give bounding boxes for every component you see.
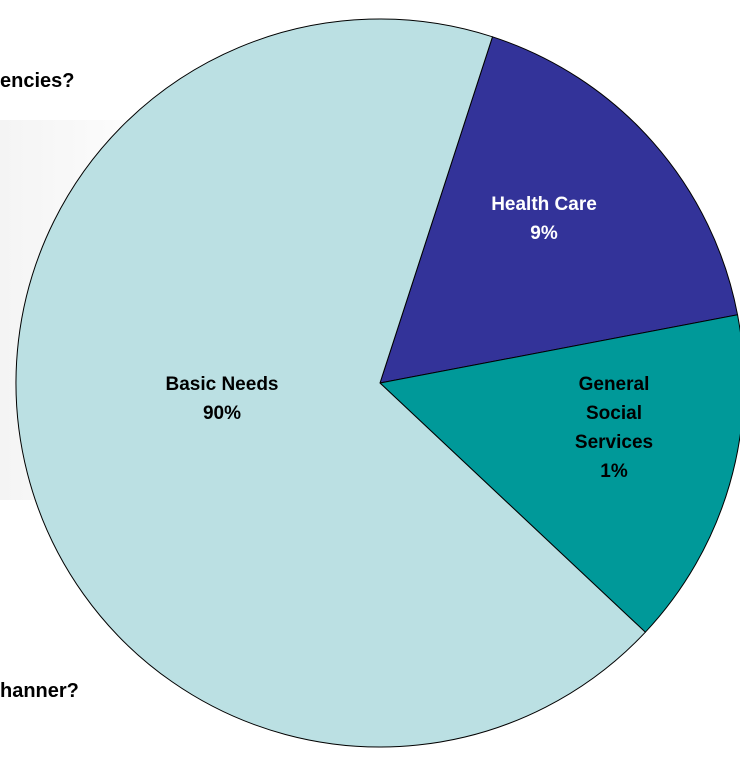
slice-label: General Social Services 1% [575,374,653,482]
pie-slice [378,314,740,633]
slice-name-label: Social [586,403,642,424]
slice-percent-label: 1% [600,461,628,482]
slice-percent-label: 9% [530,223,558,244]
pie-slices [15,18,740,748]
slice-name-label: Services [575,432,653,453]
slice-name-label: Basic Needs [165,374,278,395]
slice-label: Basic Needs 90% [165,374,278,424]
question-text-top: encies? [0,70,75,92]
pie-slice [379,36,739,384]
pie-slice [15,18,647,748]
slice-name-label: General [579,374,650,395]
slice-label: Health Care 9% [491,194,597,244]
pie-labels: Health Care 9% General Social Services 1% Basi… [165,194,653,482]
slice-percent-label: 90% [203,403,241,424]
question-text-bottom: hanner? [0,680,79,702]
slice-name-label: Health Care [491,194,597,215]
